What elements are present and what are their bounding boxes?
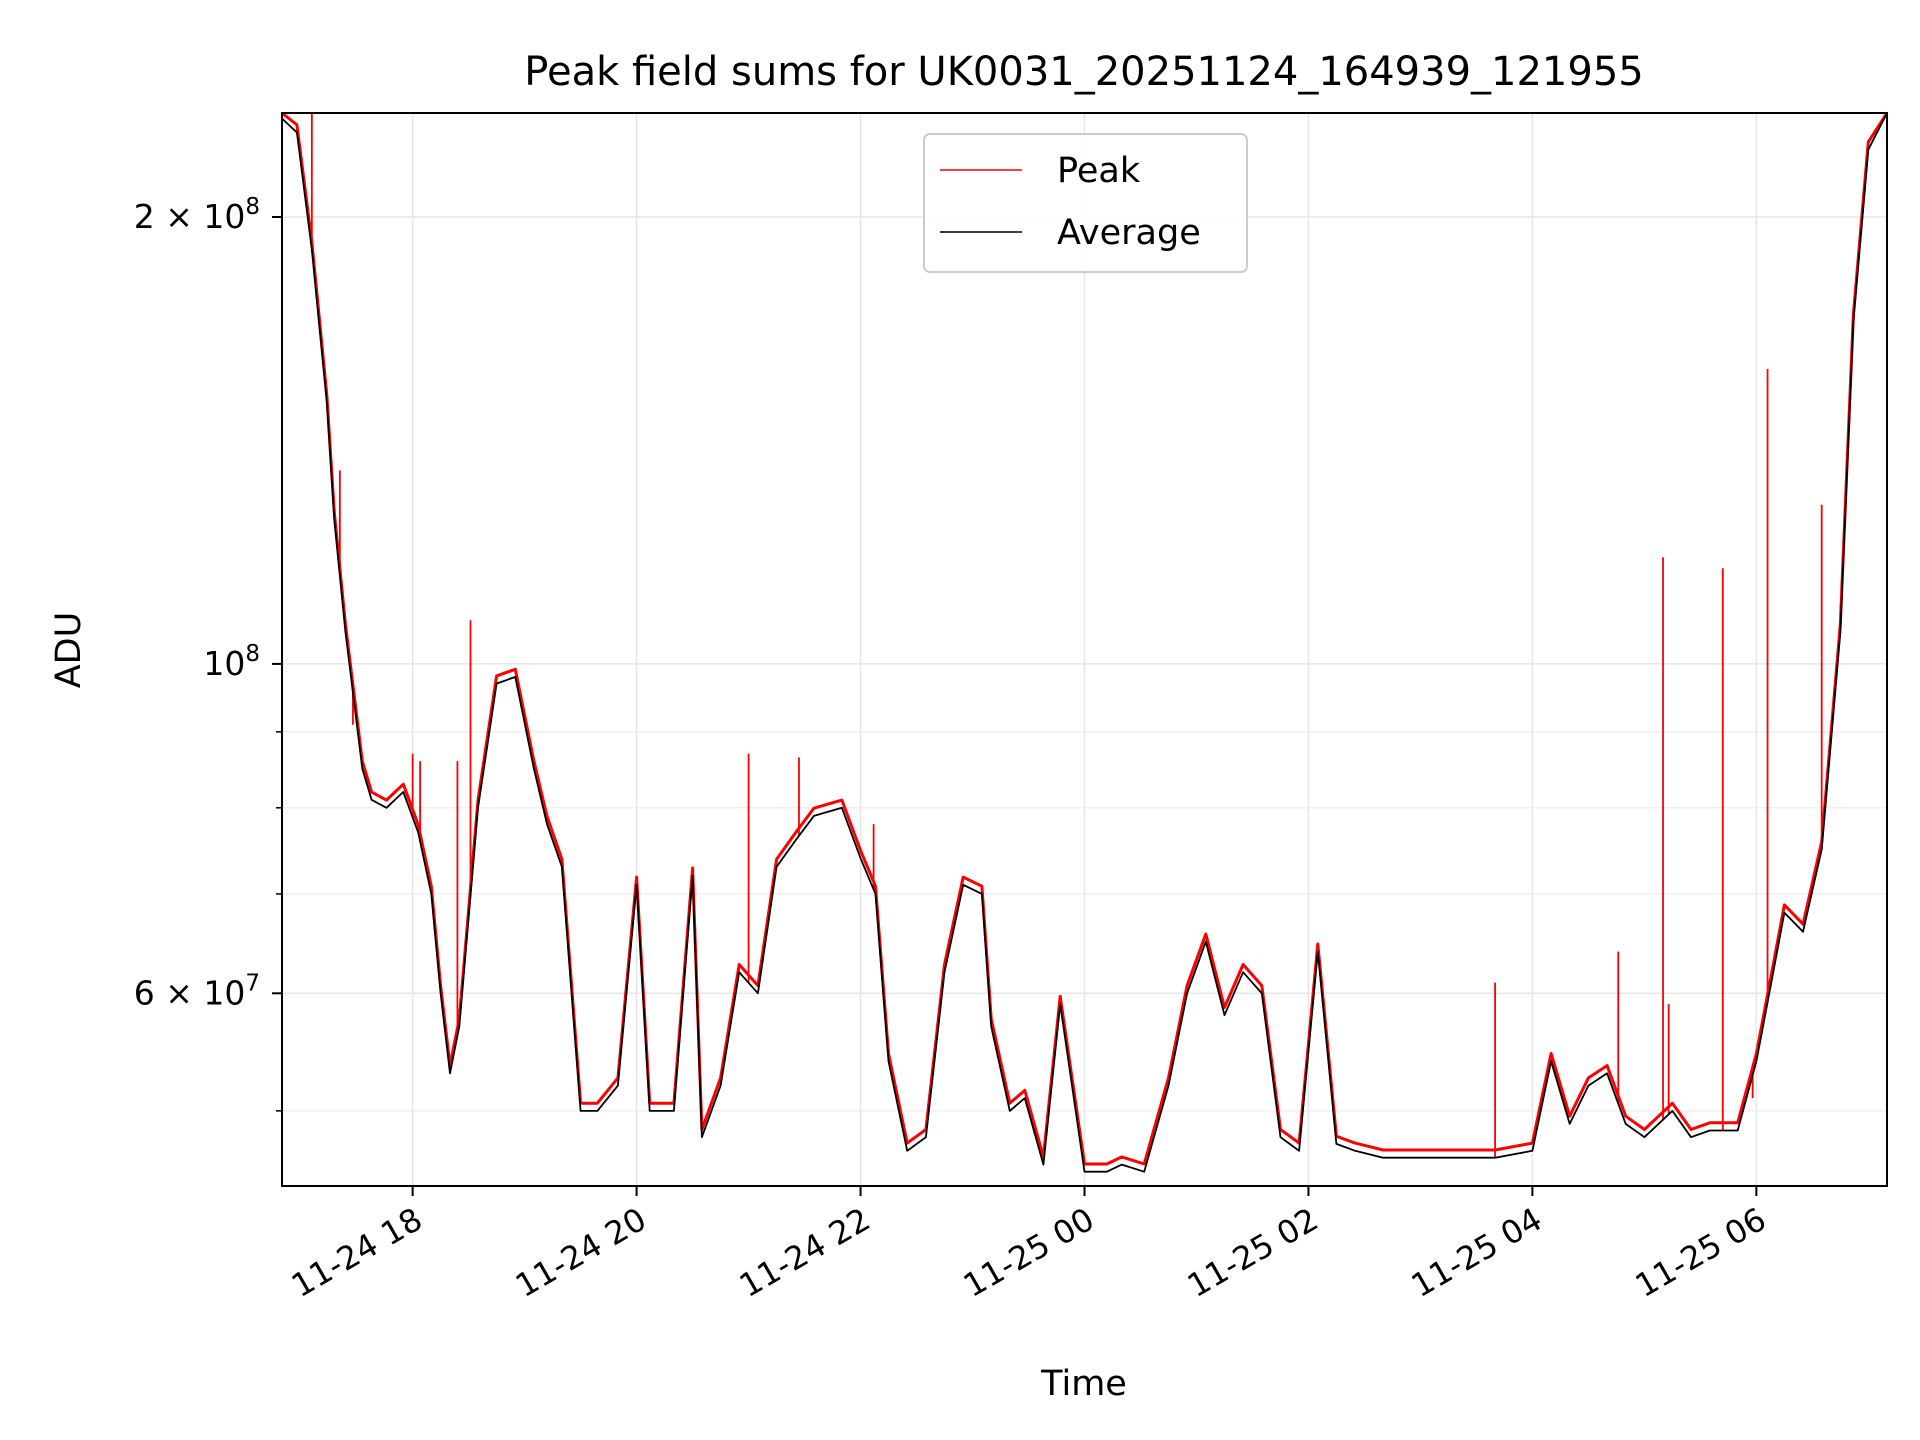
x-axis-label: Time [1040, 1364, 1127, 1404]
legend-label-peak: Peak [1057, 151, 1141, 191]
y-tick-label: 108 [203, 641, 260, 683]
y-axis-label: ADU [49, 612, 89, 689]
legend: Peak Average [923, 133, 1248, 273]
y-tick-label: 6 × 107 [134, 970, 260, 1012]
series-line-average [281, 112, 1888, 1173]
grid-lines [282, 113, 1887, 1186]
legend-box [923, 133, 1248, 273]
series-layer [281, 111, 1889, 1173]
legend-label-average: Average [1057, 213, 1201, 253]
y-tick-label: 2 × 108 [134, 194, 260, 236]
chart-title: Peak field sums for UK0031_20251124_1649… [524, 49, 1643, 95]
